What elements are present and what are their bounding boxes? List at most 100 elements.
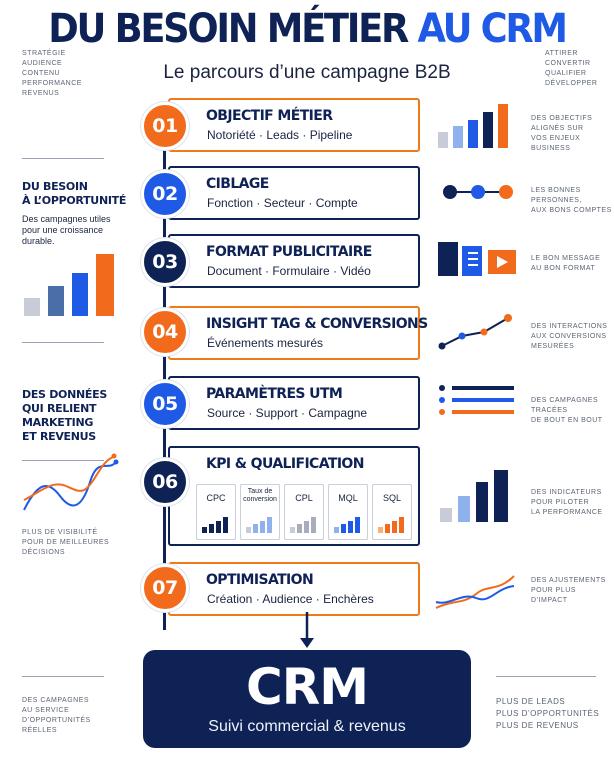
crm-title: CRM [246, 658, 369, 716]
bar [48, 286, 64, 316]
kpi-cpc: CPC [196, 484, 236, 540]
kpi-label-line: Taux de [247, 488, 273, 495]
note-line: LE BON MESSAGE [531, 255, 601, 262]
bar [96, 254, 114, 316]
step-04-card: INSIGHT TAG & CONVERSIONS Événements mes… [168, 306, 428, 360]
step-subtitle: Création · Audience · Enchères [207, 592, 374, 606]
step-title: OBJECTIF MÉTIER [206, 108, 333, 124]
heading-line: MARKETING [22, 416, 94, 429]
timeline-spine [163, 110, 166, 630]
step-05-number: 05 [141, 380, 189, 428]
kpi-label: CPL [295, 493, 313, 503]
kpi-label: SQL [382, 493, 401, 503]
left-block1-heading: DU BESOIN À L’OPPORTUNITÉ [22, 180, 126, 208]
note-line: AU BON FORMAT [531, 265, 596, 272]
left-top-list: STRATÉGIE AUDIENCE CONTENU PERFORMANCE R… [22, 49, 82, 99]
right-note-04: DES INTERACTIONS AUX CONVERSIONS MESURÉE… [531, 322, 607, 352]
heading-line: DU BESOIN [22, 180, 88, 193]
divider [496, 676, 596, 677]
bar [24, 298, 40, 316]
left-top-item: REVENUS [22, 90, 60, 97]
kpi-row: CPC Taux de conversion CPL MQL [196, 484, 412, 540]
step-03-number: 03 [141, 238, 189, 286]
right-top-item: ATTIRER [545, 50, 578, 57]
step-01-card: OBJECTIF MÉTIER Notoriété · Leads · Pipe… [168, 98, 420, 152]
right-top-item: QUALIFIER [545, 70, 587, 77]
right-top-list: ATTIRER CONVERTIR QUALIFIER DÉVELOPPER [545, 49, 597, 89]
crm-box: CRM Suivi commercial & revenus [143, 650, 471, 748]
heading-line: DES DONNÉES [22, 388, 107, 401]
kpi-bar-chart-icon [440, 470, 508, 522]
note-line: D’IMPACT [531, 597, 568, 604]
utm-tracking-icon [439, 385, 514, 415]
kpi-label-line: conversion [243, 496, 277, 503]
kpi-cpl: CPL [284, 484, 324, 540]
note-line: DES OBJECTIFS [531, 115, 593, 122]
note-line: POUR PLUS [531, 587, 576, 594]
conversion-trend-icon [438, 314, 512, 350]
note-line: RÉELLES [22, 727, 58, 734]
kpi-label: MQL [338, 493, 358, 503]
left-block2-heading: DES DONNÉES QUI RELIENT MARKETING ET REV… [22, 388, 107, 444]
kpi-sql: SQL [372, 484, 412, 540]
ad-formats-icon [438, 242, 516, 276]
note-line: POUR PILOTER [531, 499, 590, 506]
note-line: PLUS DE LEADS [496, 697, 566, 706]
step-03-card: FORMAT PUBLICITAIRE Document · Formulair… [168, 234, 420, 288]
step-title: INSIGHT TAG & CONVERSIONS [206, 316, 428, 332]
mini-bar-chart-icon [246, 517, 272, 533]
divider [22, 342, 104, 343]
right-bottom-note: PLUS DE LEADS PLUS D’OPPORTUNITÉS PLUS D… [496, 696, 599, 732]
mini-bar-chart-icon [378, 517, 404, 533]
step-subtitle: Document · Formulaire · Vidéo [207, 264, 371, 278]
heading-line: ET REVENUS [22, 430, 96, 443]
step-06-number: 06 [141, 458, 189, 506]
mini-bar-chart-icon [202, 517, 228, 533]
left-top-item: PERFORMANCE [22, 80, 82, 87]
note-line: TRACÉES [531, 407, 568, 414]
note-line: DES INTERACTIONS [531, 323, 608, 330]
mini-bar-chart-icon [290, 517, 316, 533]
divider [22, 676, 104, 677]
step-06-card: KPI & QUALIFICATION CPC Taux de conversi… [168, 446, 420, 546]
left-bottom-note: DES CAMPAGNES AU SERVICE D’OPPORTUNITÉS … [22, 696, 91, 736]
note-line: PERSONNES, [531, 197, 582, 204]
people-targeting-icon [443, 185, 513, 199]
note-line: MESURÉES [531, 343, 575, 350]
body-line: pour une croissance [22, 225, 104, 235]
arrow-down-icon [300, 612, 314, 648]
body-line: durable. [22, 236, 55, 246]
step-title: PARAMÈTRES UTM [206, 386, 343, 402]
right-note-07: DES AJUSTEMENTS POUR PLUS D’IMPACT [531, 576, 606, 606]
heading-line: À L’OPPORTUNITÉ [22, 194, 127, 207]
left-top-item: STRATÉGIE [22, 50, 66, 57]
note-line: DES CAMPAGNES [22, 697, 90, 704]
right-note-06: DES INDICATEURS POUR PILOTER LA PERFORMA… [531, 488, 603, 518]
step-01-number: 01 [141, 102, 189, 150]
right-top-item: DÉVELOPPER [545, 80, 598, 87]
subtitle: Le parcours d’une campagne B2B [163, 62, 451, 83]
right-note-03: LE BON MESSAGE AU BON FORMAT [531, 254, 600, 274]
note-line: AU SERVICE [22, 707, 70, 714]
kpi-mql: MQL [328, 484, 368, 540]
mini-bar-chart-icon [334, 517, 360, 533]
note-line: PLUS DE VISIBILITÉ [22, 529, 98, 536]
note-line: D’OPPORTUNITÉS [22, 717, 91, 724]
left-top-item: CONTENU [22, 70, 61, 77]
right-top-item: CONVERTIR [545, 60, 591, 67]
kpi-label: CPC [206, 493, 226, 503]
step-title: KPI & QUALIFICATION [206, 456, 364, 472]
step-subtitle: Fonction · Secteur · Compte [207, 196, 358, 210]
divider [22, 460, 104, 461]
note-line: DÉCISIONS [22, 549, 66, 556]
bar [72, 273, 88, 316]
note-line: ALIGNÉS SUR [531, 125, 584, 132]
divider [22, 158, 104, 159]
step-title: OPTIMISATION [206, 572, 314, 588]
title-part-2: AU CRM [417, 6, 569, 52]
left-block2-note: PLUS DE VISIBILITÉ POUR DE MEILLEURES DÉ… [22, 528, 109, 558]
step-05-card: PARAMÈTRES UTM Source · Support · Campag… [168, 376, 420, 430]
step-02-number: 02 [141, 170, 189, 218]
title-part-1: DU BESOIN MÉTIER [48, 6, 409, 52]
heading-line: QUI RELIENT [22, 402, 97, 415]
